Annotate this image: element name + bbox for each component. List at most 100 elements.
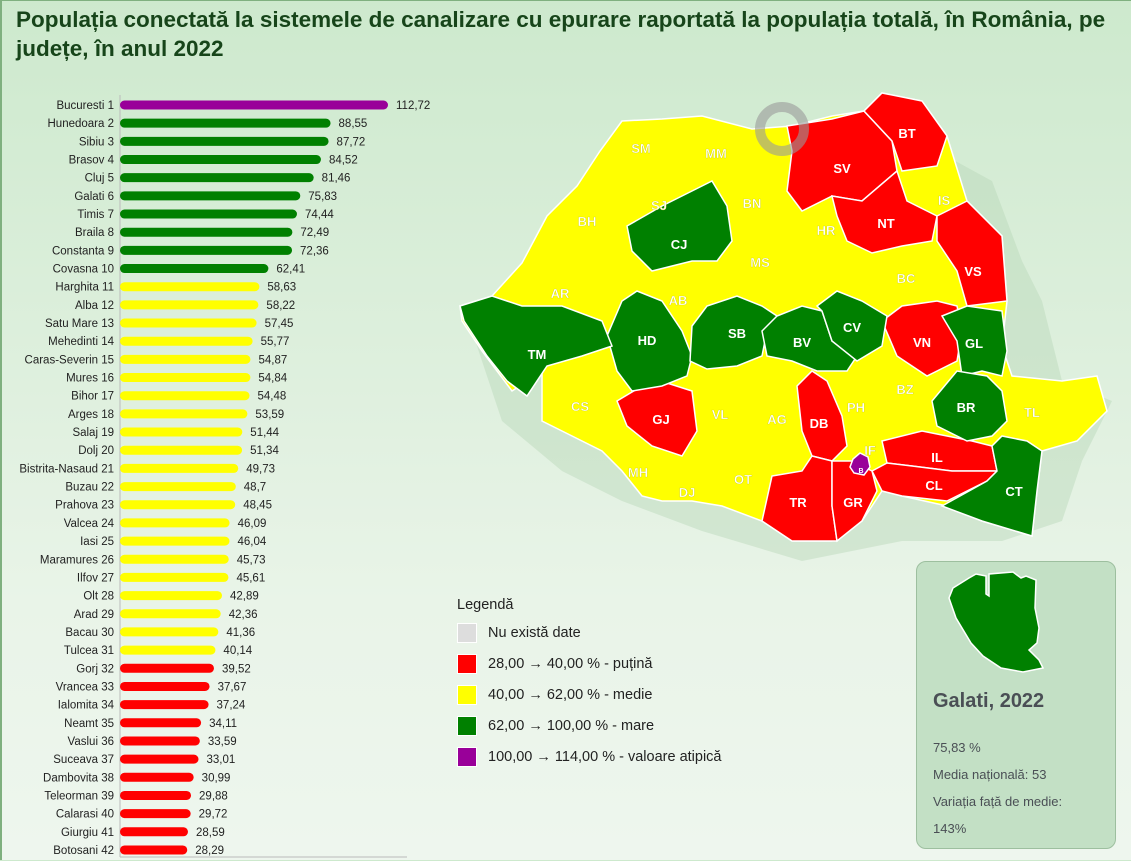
county-label-vs: VS	[964, 264, 982, 279]
bar	[120, 845, 188, 855]
county-vs	[936, 200, 1008, 307]
county-label-tl: TL	[1024, 405, 1040, 420]
bar-category-label: Alba 12	[75, 300, 114, 312]
county-label-gl: GL	[965, 336, 983, 351]
legend-swatch	[457, 684, 477, 705]
bar	[120, 155, 321, 165]
bar-value-label: 29,88	[199, 790, 228, 802]
bar	[120, 591, 222, 601]
bar-value-label: 30,99	[202, 772, 231, 784]
bar-value-label: 40,14	[223, 645, 252, 657]
county-label-tm: TM	[528, 347, 547, 362]
bar	[120, 700, 209, 710]
bar-value-label: 112,72	[396, 100, 430, 112]
county-gl	[940, 305, 1008, 377]
county-nt	[830, 169, 938, 254]
bar-category-label: Dambovita 38	[43, 772, 114, 784]
legend-item[interactable]: 62,00 → 100,00 % - mare	[457, 710, 722, 741]
bar	[120, 790, 192, 800]
bar-category-label: Buzau 22	[65, 482, 114, 494]
bar-value-label: 74,44	[305, 209, 334, 221]
bar-value-label: 33,01	[206, 754, 235, 766]
info-title: Galati, 2022	[933, 690, 1045, 712]
bar-category-label: Ilfov 27	[77, 572, 114, 584]
bar-category-label: Tulcea 31	[64, 645, 114, 657]
bar-value-label: 37,24	[217, 700, 246, 712]
county-label-ab: AB	[669, 293, 688, 308]
bar-category-label: Giurgiu 41	[61, 827, 114, 839]
bar-category-label: Valcea 24	[64, 518, 115, 530]
bar	[120, 718, 202, 728]
bar-category-label: Galati 6	[74, 191, 114, 203]
info-national-average: Media națională: 53	[933, 767, 1047, 782]
bar	[120, 100, 388, 110]
bar-chart: Bucuresti 1 112,72 Hunedoara 2 88,55 Sibiu 3…	[19, 95, 430, 858]
legend-item[interactable]: 28,00 → 40,00 % - puțină	[457, 648, 722, 679]
county-label-mm: MM	[705, 146, 727, 161]
legend-swatch	[457, 746, 477, 767]
loading-spinner-icon	[755, 102, 809, 156]
county-db	[796, 370, 848, 462]
legend-item[interactable]: 40,00 → 62,00 % - medie	[457, 679, 722, 710]
bar-value-label: 28,29	[195, 845, 224, 857]
bar-value-label: 48,45	[243, 500, 272, 512]
bar-value-label: 72,36	[300, 245, 329, 257]
county-label-gr: GR	[843, 495, 863, 510]
bar	[120, 354, 251, 364]
bar-category-label: Covasna 10	[53, 264, 114, 276]
county-label-sj: SJ	[651, 198, 667, 213]
bar-value-label: 34,11	[209, 718, 237, 730]
county-label-ot: OT	[734, 472, 752, 487]
legend-label: 100,00 → 114,00 % - valoare atipică	[488, 748, 722, 765]
bar	[120, 663, 214, 673]
county-label-bc: BC	[897, 271, 916, 286]
county-br	[931, 370, 1008, 442]
bar-category-label: Arad 29	[74, 609, 114, 621]
bar	[120, 827, 188, 837]
bar-category-label: Caras-Severin 15	[25, 354, 114, 366]
county-label-b: B	[858, 468, 863, 475]
bar	[120, 373, 251, 383]
county-label-sb: SB	[728, 326, 746, 341]
info-variation: 143%	[933, 821, 967, 836]
bar-category-label: Ialomita 34	[58, 700, 115, 712]
bar-value-label: 55,77	[261, 336, 290, 348]
bar-category-label: Botosani 42	[53, 845, 114, 857]
county-label-nt: NT	[877, 216, 894, 231]
bar-value-label: 54,48	[258, 391, 287, 403]
county-label-db: DB	[810, 416, 829, 431]
legend: Legendă Nu există date 28,00 → 40,00 % - …	[457, 597, 722, 772]
bar-category-label: Satu Mare 13	[45, 318, 114, 330]
bar-category-label: Suceava 37	[53, 754, 114, 766]
county-label-ag: AG	[767, 412, 787, 427]
county-label-cl: CL	[925, 478, 942, 493]
county-info-panel: Galati, 2022 75,83 % Media națională: 53…	[916, 561, 1116, 849]
bar-value-label: 41,36	[226, 627, 255, 639]
county-label-ar: AR	[551, 286, 570, 301]
bar	[120, 318, 257, 328]
county-label-vl: VL	[712, 407, 729, 422]
legend-item[interactable]: Nu există date	[457, 617, 722, 648]
bar	[120, 300, 259, 310]
bar-category-label: Brasov 4	[69, 155, 115, 167]
county-label-cj: CJ	[671, 237, 688, 252]
bar	[120, 572, 229, 582]
county-label-tr: TR	[789, 495, 807, 510]
bar-value-label: 87,72	[337, 136, 366, 148]
legend-item[interactable]: 100,00 → 114,00 % - valoare atipică	[457, 741, 722, 772]
county-label-mh: MH	[628, 465, 648, 480]
legend-swatch	[457, 715, 477, 736]
bar-value-label: 84,52	[329, 155, 358, 167]
bar	[120, 245, 293, 255]
bar-category-label: Braila 8	[75, 227, 114, 239]
county-shape-galati	[948, 571, 1045, 673]
bar	[120, 136, 329, 146]
county-label-cv: CV	[843, 320, 861, 335]
bar-category-label: Bihor 17	[71, 391, 114, 403]
county-label-ph: PH	[847, 400, 865, 415]
county-label-bn: BN	[743, 196, 762, 211]
bar-category-label: Sibiu 3	[79, 136, 114, 148]
bar-value-label: 29,72	[199, 809, 228, 821]
bar-category-label: Vaslui 36	[68, 736, 114, 748]
legend-label: 28,00 → 40,00 % - puțină	[488, 655, 653, 672]
